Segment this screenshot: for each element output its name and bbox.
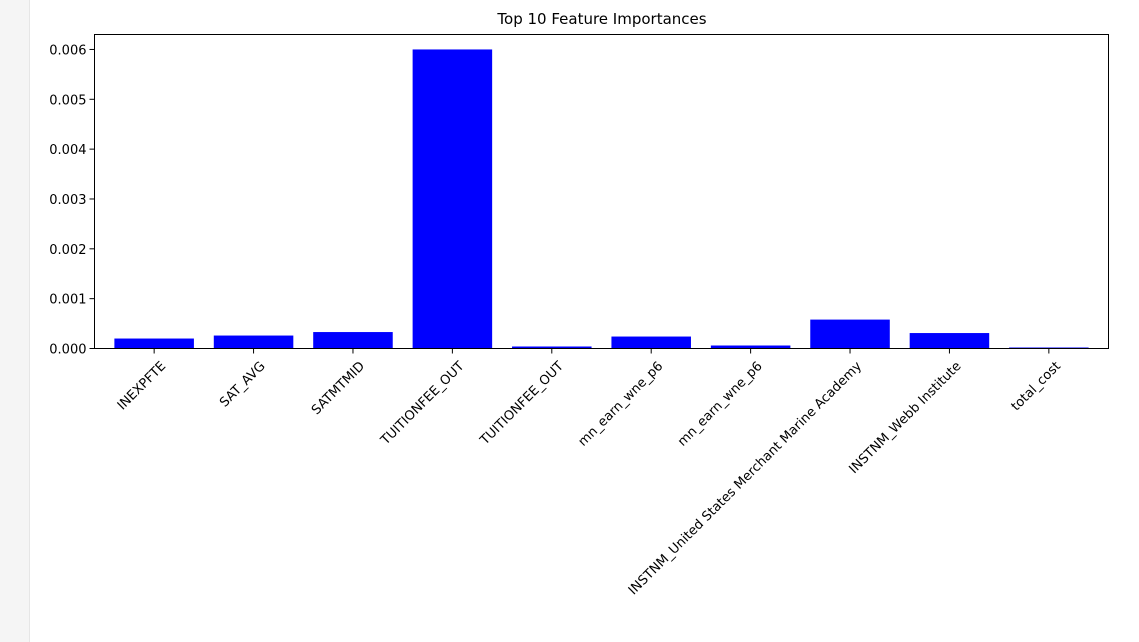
chart-title: Top 10 Feature Importances — [496, 10, 706, 28]
bar — [512, 346, 592, 349]
bar — [710, 345, 791, 349]
y-tick-label: 0.006 — [49, 43, 86, 58]
y-axis: 0.000 0.001 0.002 0.003 0.004 0.005 0.006 — [49, 43, 95, 358]
x-tick-label: TUITIONFEE_OUT — [477, 359, 567, 449]
x-tick-label: SATMTMID — [309, 359, 368, 418]
x-axis: INEXPFTE SAT_AVG SATMTMID TUITIONFEE_OUT TUI… — [115, 348, 1064, 598]
x-tick-label: mn_earn_wne_p6 — [675, 359, 766, 450]
x-tick-label: SAT_AVG — [217, 359, 269, 411]
bars-group — [114, 49, 1089, 349]
x-tick-label: total_cost — [1009, 359, 1064, 414]
bar — [213, 335, 294, 349]
x-tick-label: INSTNM_Webb Institute — [846, 359, 964, 477]
bar — [810, 319, 890, 349]
notebook-gutter — [0, 0, 30, 642]
bar — [611, 336, 691, 349]
x-tick-label: mn_earn_wne_p6 — [576, 359, 667, 450]
bar — [114, 338, 194, 349]
bar — [412, 49, 493, 349]
y-tick-label: 0.001 — [49, 293, 86, 308]
x-tick-label: TUITIONFEE_OUT — [378, 359, 468, 449]
y-tick-label: 0.002 — [49, 243, 86, 258]
bar — [909, 333, 990, 349]
y-tick-label: 0.005 — [49, 93, 86, 108]
y-tick-label: 0.004 — [49, 143, 86, 158]
bar — [313, 332, 393, 349]
x-tick-label: INEXPFTE — [115, 359, 169, 413]
y-tick-label: 0.003 — [49, 193, 86, 208]
x-tick-label: INSTNM_United States Merchant Marine Aca… — [626, 359, 865, 598]
y-tick-label: 0.000 — [49, 343, 86, 358]
plot-frame — [94, 34, 1109, 349]
